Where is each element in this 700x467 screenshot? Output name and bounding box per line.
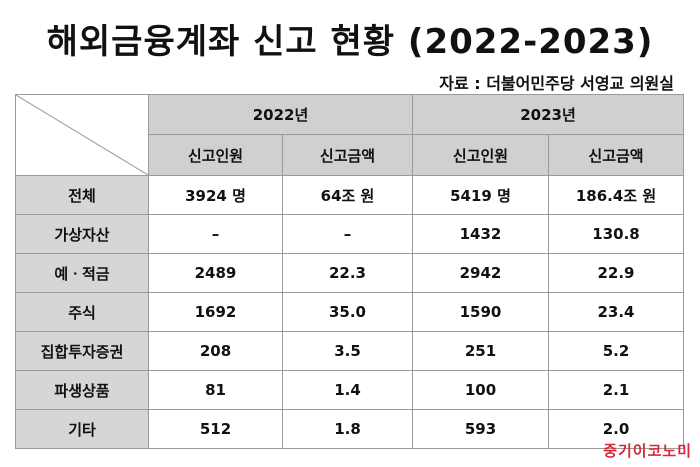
- table-cell: 1.4: [282, 370, 413, 410]
- table-cell: 81: [148, 370, 283, 410]
- table-cell: 251: [412, 331, 549, 371]
- subheader-amount-2023: 신고금액: [548, 134, 684, 176]
- source-note: 자료 : 더불어민주당 서영교 의원실: [439, 74, 674, 93]
- table-cell: 3.5: [282, 331, 413, 371]
- table-cell: 1.8: [282, 409, 413, 449]
- table-cell: 5419 명: [412, 175, 549, 215]
- table-row: 가상자산 – – 1432 130.8: [15, 214, 684, 254]
- table-cell: 1692: [148, 292, 283, 332]
- publisher-watermark: 중기이코노미: [603, 442, 692, 460]
- row-label: 전체: [15, 175, 149, 215]
- table-row: 집합투자증권 208 3.5 251 5.2: [15, 331, 684, 371]
- table-cell: 208: [148, 331, 283, 371]
- table-cell: –: [282, 214, 413, 254]
- table-cell: 2.1: [548, 370, 684, 410]
- report-table: 2022년 2023년 신고인원 신고금액 신고인원 신고금액 전체 3924 …: [15, 94, 684, 449]
- table-cell: 35.0: [282, 292, 413, 332]
- subheader-count-2023: 신고인원: [412, 134, 549, 176]
- year-header-2022: 2022년: [148, 94, 413, 135]
- table-row: 전체 3924 명 64조 원 5419 명 186.4조 원: [15, 175, 684, 215]
- subheader-count-2022: 신고인원: [148, 134, 283, 176]
- table-cell: 130.8: [548, 214, 684, 254]
- table-cell: –: [148, 214, 283, 254]
- subheader-amount-2022: 신고금액: [282, 134, 413, 176]
- table-cell: 100: [412, 370, 549, 410]
- table-cell: 2942: [412, 253, 549, 293]
- table-row: 기타 512 1.8 593 2.0: [15, 409, 684, 449]
- table-row: 주식 1692 35.0 1590 23.4: [15, 292, 684, 332]
- table-row: 파생상품 81 1.4 100 2.1: [15, 370, 684, 410]
- table-cell: 2.0: [548, 409, 684, 449]
- table-cell: 593: [412, 409, 549, 449]
- row-label: 예ㆍ적금: [15, 253, 149, 293]
- table-cell: 23.4: [548, 292, 684, 332]
- row-label: 주식: [15, 292, 149, 332]
- table-cell: 1432: [412, 214, 549, 254]
- diagonal-line: [16, 95, 148, 175]
- table-cell: 64조 원: [282, 175, 413, 215]
- table-cell: 22.3: [282, 253, 413, 293]
- table-cell: 512: [148, 409, 283, 449]
- row-label: 가상자산: [15, 214, 149, 254]
- table-row: 예ㆍ적금 2489 22.3 2942 22.9: [15, 253, 684, 293]
- table-cell: 2489: [148, 253, 283, 293]
- table-cell: 186.4조 원: [548, 175, 684, 215]
- table-cell: 22.9: [548, 253, 684, 293]
- row-label: 파생상품: [15, 370, 149, 410]
- page-title: 해외금융계좌 신고 현황 (2022-2023): [46, 22, 654, 62]
- year-header-2023: 2023년: [412, 94, 684, 135]
- table-cell: 3924 명: [148, 175, 283, 215]
- table-cell: 5.2: [548, 331, 684, 371]
- table-cell: 1590: [412, 292, 549, 332]
- row-label: 기타: [15, 409, 149, 449]
- corner-cell: [15, 94, 149, 176]
- row-label: 집합투자증권: [15, 331, 149, 371]
